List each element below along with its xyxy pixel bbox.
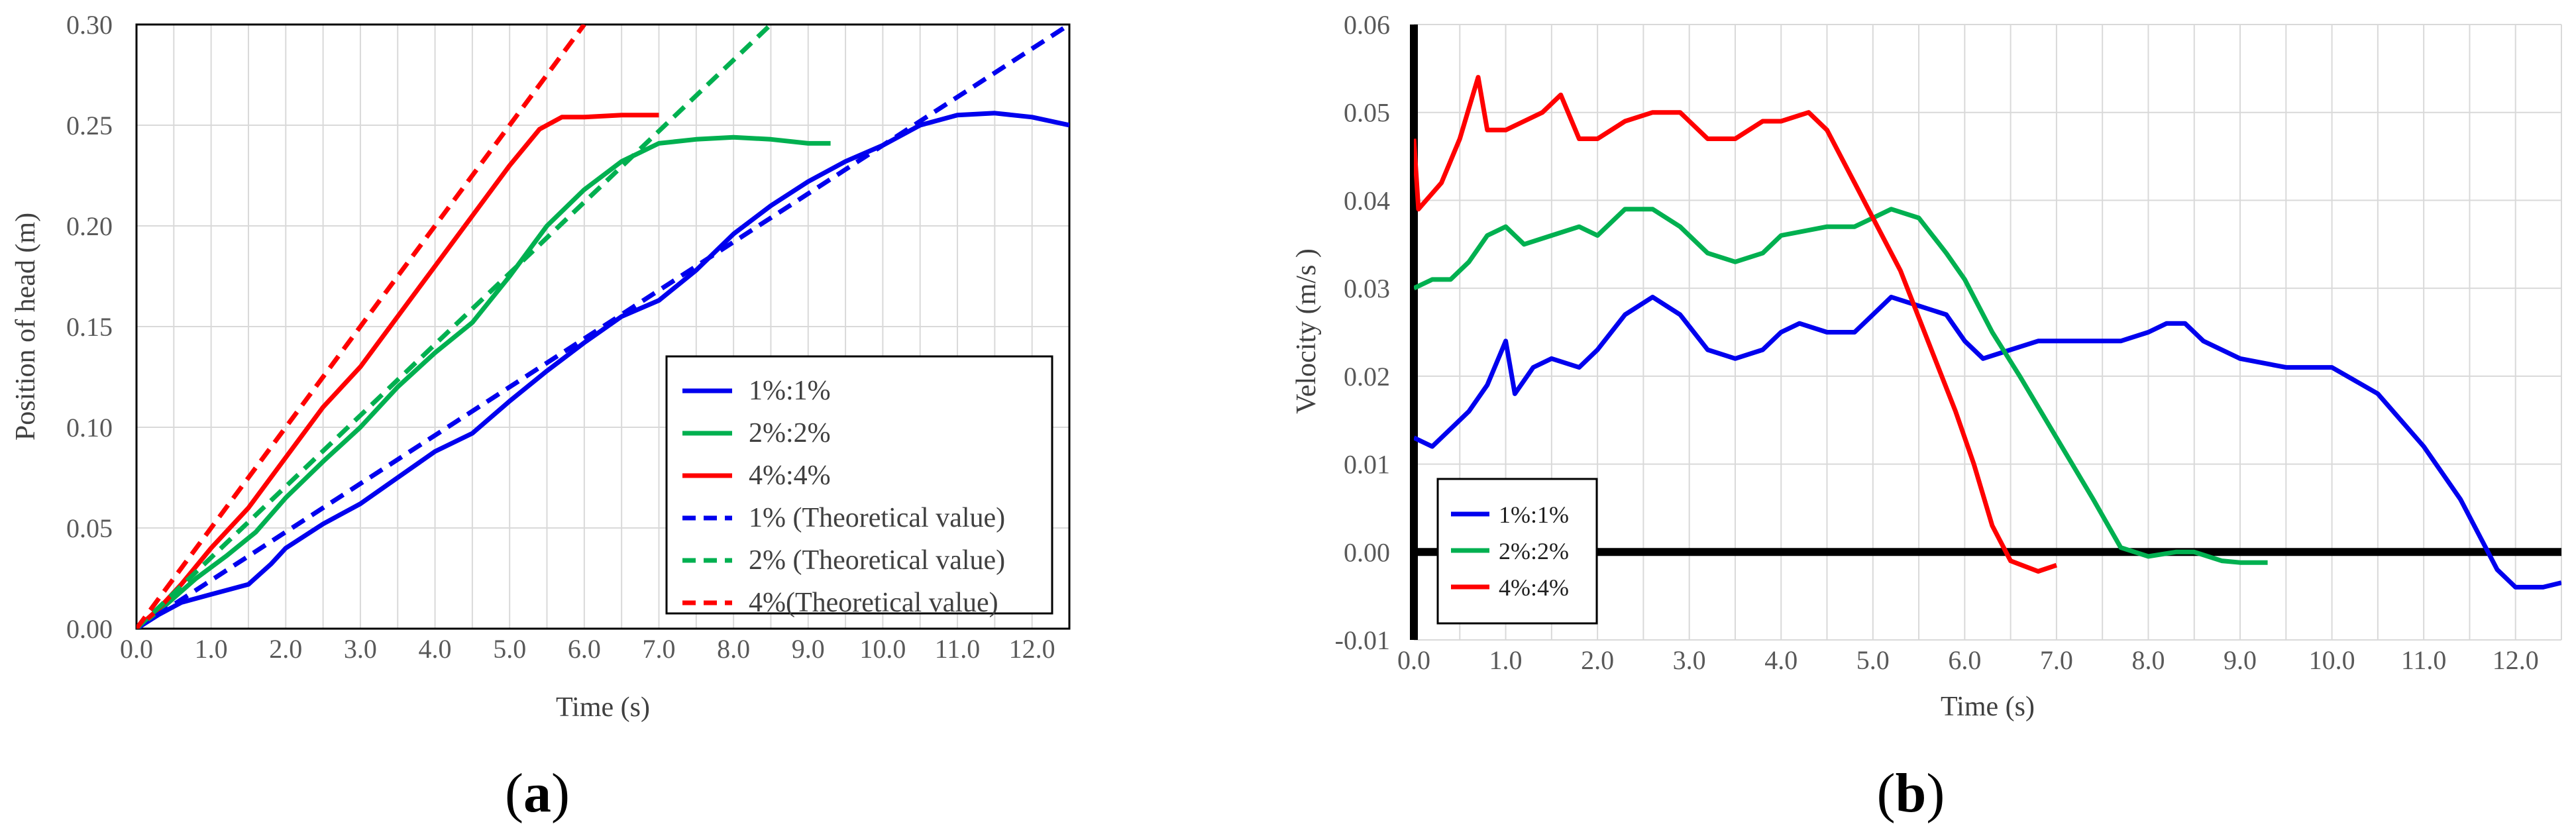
panel-label-b-letter: b	[1896, 762, 1927, 824]
chart-a-legend	[665, 355, 1053, 615]
legend-label-4-4: 4%:4%	[749, 460, 831, 491]
chart-b-y-tick-label: 0.00	[1344, 537, 1390, 567]
chart-a-x-tick-label: 8.0	[717, 634, 750, 664]
chart-a-series-2-2	[136, 134, 831, 629]
chart-b-y-tick-labels: -0.01 0.00 0.01 0.02 0.03 0.04 0.05 0.06	[1335, 10, 1390, 655]
panel-label-a: (a)	[505, 762, 570, 824]
panel-label-a-letter: a	[523, 762, 551, 824]
chart-b-y-axis-label: Velocity (m/s )	[1291, 248, 1322, 414]
chart-a-series-2-theoretical-value	[136, 25, 773, 629]
chart-b-x-tick-label: 4.0	[1764, 645, 1798, 675]
chart-b-x-tick-label: 12.0	[2493, 645, 2539, 675]
chart-a-y-tick-label: 0.20	[66, 211, 113, 241]
chart-b-x-tick-label: 5.0	[1856, 645, 1890, 675]
chart-b-x-tick-label: 1.0	[1489, 645, 1523, 675]
chart-a-y-tick-label: 0.25	[66, 111, 113, 140]
chart-a-x-tick-labels: 0.0 1.0 2.0 3.0 4.0 5.0 6.0 7.0 8.0 9.0 10.0 11.0 12…	[120, 634, 1055, 664]
legend-label-1-theoretical-value: 1% (Theoretical value)	[749, 503, 1005, 533]
legend-label-4-4: 4%:4%	[1499, 574, 1569, 601]
chart-b-y-tick-label: 0.02	[1344, 362, 1390, 392]
chart-b-x-axis-label: Time (s)	[1941, 692, 2035, 722]
chart-a-series-4-theoretical-value	[136, 25, 586, 629]
chart-b-series-2-2	[1414, 207, 2268, 565]
chart-b-x-tick-label: 6.0	[1948, 645, 1981, 675]
chart-b: 0.0 1.0 2.0 3.0 4.0 5.0 6.0 7.0 8.0 9.0 10.0 11.0 12…	[1291, 10, 2562, 824]
legend-label-2-2: 2%:2%	[749, 418, 831, 448]
chart-a-x-tick-label: 11.0	[935, 634, 981, 664]
chart-b-x-tick-label: 9.0	[2224, 645, 2257, 675]
chart-b-y-tick-label: 0.04	[1344, 185, 1390, 215]
legend-label-2-2: 2%:2%	[1499, 538, 1569, 564]
chart-a-x-tick-label: 1.0	[195, 634, 228, 664]
chart-a-x-tick-label: 12.0	[1009, 634, 1055, 664]
chart-b-series	[1414, 75, 2561, 590]
chart-a: 0.0 1.0 2.0 3.0 4.0 5.0 6.0 7.0 8.0 9.0 10.0 11.0 12…	[11, 10, 1071, 824]
chart-a-x-tick-label: 0.0	[120, 634, 153, 664]
chart-a-x-tick-label: 4.0	[419, 634, 452, 664]
chart-a-series-4-4	[136, 113, 659, 629]
chart-b-x-tick-label: 8.0	[2131, 645, 2165, 675]
chart-a-legend-entries: 1%:1% 2%:2% 4%:4% 1% (Theoretical value) 2% …	[682, 376, 1005, 618]
chart-b-x-tick-labels: 0.0 1.0 2.0 3.0 4.0 5.0 6.0 7.0 8.0 9.0 10.0 11.0 12…	[1397, 645, 2539, 675]
chart-b-y-tick-label: -0.01	[1335, 625, 1390, 655]
chart-b-y-tick-label: 0.06	[1344, 10, 1390, 40]
chart-a-y-tick-label: 0.00	[66, 614, 113, 644]
panel-label-b: (b)	[1877, 762, 1945, 824]
chart-b-x-tick-label: 0.0	[1397, 645, 1430, 675]
chart-b-series-4-4	[1414, 75, 2058, 574]
chart-a-plot-frame	[135, 23, 1071, 630]
legend-label-1-1: 1%:1%	[749, 376, 831, 406]
chart-a-x-tick-label: 10.0	[859, 634, 906, 664]
chart-b-y-tick-label: 0.05	[1344, 98, 1390, 128]
chart-b-legend-entries: 1%:1% 2%:2% 4%:4%	[1451, 501, 1569, 601]
chart-b-x-tick-label: 7.0	[2040, 645, 2073, 675]
chart-a-x-tick-label: 3.0	[344, 634, 377, 664]
chart-b-y-tick-label: 0.03	[1344, 274, 1390, 303]
chart-a-x-tick-label: 9.0	[792, 634, 825, 664]
chart-b-x-tick-label: 10.0	[2309, 645, 2355, 675]
chart-a-x-tick-label: 7.0	[642, 634, 675, 664]
chart-a-x-axis-label: Time (s)	[556, 692, 650, 723]
chart-a-y-tick-label: 0.10	[66, 413, 113, 443]
chart-b-y-tick-label: 0.01	[1344, 450, 1390, 480]
chart-a-y-tick-labels: 0.00 0.05 0.10 0.15 0.20 0.25 0.30	[66, 10, 113, 644]
chart-a-y-tick-label: 0.30	[66, 10, 113, 40]
chart-a-series	[136, 25, 1069, 629]
chart-b-series-1-1	[1414, 294, 2561, 590]
chart-a-y-tick-label: 0.05	[66, 513, 113, 543]
chart-b-x-tick-label: 2.0	[1581, 645, 1614, 675]
legend-label-2-theoretical-value: 2% (Theoretical value)	[749, 545, 1005, 576]
legend-label-4-theoretical-value: 4%(Theoretical value)	[749, 588, 998, 618]
chart-a-y-tick-label: 0.15	[66, 312, 113, 342]
chart-b-x-tick-label: 11.0	[2401, 645, 2447, 675]
chart-a-x-tick-label: 2.0	[269, 634, 302, 664]
chart-a-x-tick-label: 5.0	[493, 634, 526, 664]
chart-a-x-tick-label: 6.0	[568, 634, 601, 664]
chart-b-x-tick-label: 3.0	[1673, 645, 1706, 675]
chart-a-y-axis-label: Position of head (m)	[11, 213, 41, 441]
legend-label-1-1: 1%:1%	[1499, 501, 1569, 528]
